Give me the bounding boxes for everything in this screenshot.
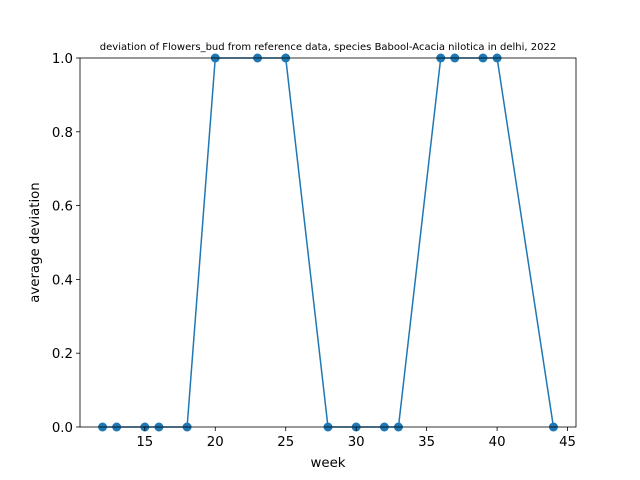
x-tick-label: 40 <box>489 435 506 450</box>
y-tick-label: 0.4 <box>52 273 73 288</box>
plot-frame <box>79 57 577 428</box>
y-tick-label: 0.6 <box>52 200 73 215</box>
plot-area <box>80 58 576 427</box>
x-axis-ticks: 15 20 25 30 35 40 45 <box>136 427 576 450</box>
x-tick-label: 20 <box>207 435 224 450</box>
x-axis-label: week <box>311 456 346 471</box>
x-tick-label: 30 <box>348 435 365 450</box>
x-tick-label: 35 <box>418 435 435 450</box>
y-axis-label: average deviation <box>28 182 43 302</box>
y-tick-label: 1.0 <box>52 52 73 67</box>
y-tick-label: 0.8 <box>52 126 73 141</box>
y-tick-label: 0.0 <box>52 421 73 436</box>
x-tick-label: 45 <box>559 435 576 450</box>
x-tick-label: 15 <box>136 435 153 450</box>
x-tick-label: 25 <box>277 435 294 450</box>
y-tick-label: 0.2 <box>52 347 73 362</box>
chart-title: deviation of Flowers_bud from reference … <box>100 42 556 53</box>
y-axis-ticks: 0.0 0.2 0.4 0.6 0.8 1.0 <box>52 52 80 436</box>
